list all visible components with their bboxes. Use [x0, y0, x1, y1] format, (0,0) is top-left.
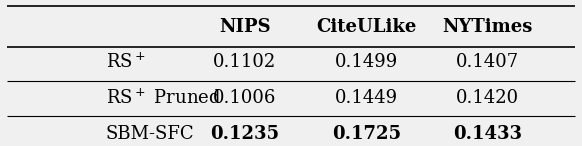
- Text: 0.1407: 0.1407: [456, 53, 520, 72]
- Text: 0.1499: 0.1499: [335, 53, 398, 72]
- Text: RS$^+$: RS$^+$: [106, 53, 146, 72]
- Text: 0.1433: 0.1433: [453, 125, 523, 142]
- Text: 0.1235: 0.1235: [210, 125, 279, 142]
- Text: 0.1725: 0.1725: [332, 125, 401, 142]
- Text: 0.1102: 0.1102: [213, 53, 276, 72]
- Text: 0.1420: 0.1420: [456, 89, 520, 107]
- Text: CiteULike: CiteULike: [316, 18, 417, 36]
- Text: SBM-SFC: SBM-SFC: [106, 125, 194, 142]
- Text: NIPS: NIPS: [219, 18, 271, 36]
- Text: 0.1006: 0.1006: [213, 89, 276, 107]
- Text: RS$^+$ Pruned: RS$^+$ Pruned: [106, 88, 221, 108]
- Text: NYTimes: NYTimes: [443, 18, 533, 36]
- Text: 0.1449: 0.1449: [335, 89, 398, 107]
